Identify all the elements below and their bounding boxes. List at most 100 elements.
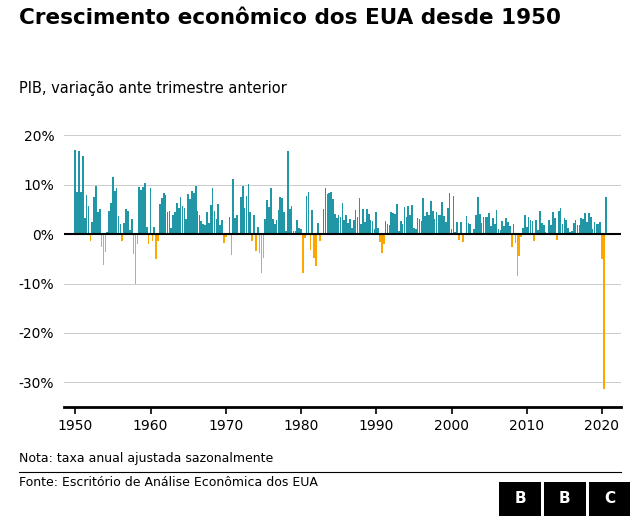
- Bar: [526, 227, 527, 234]
- Bar: [539, 211, 541, 234]
- Bar: [388, 224, 390, 234]
- Bar: [80, 192, 82, 234]
- Bar: [78, 150, 80, 234]
- Bar: [195, 186, 196, 234]
- Bar: [477, 197, 479, 234]
- Bar: [417, 218, 419, 234]
- Bar: [392, 213, 394, 234]
- Bar: [317, 223, 319, 234]
- Bar: [82, 157, 84, 234]
- Bar: [285, 231, 287, 234]
- Bar: [603, 234, 605, 389]
- Bar: [452, 196, 454, 234]
- Bar: [368, 214, 369, 234]
- Bar: [104, 234, 106, 252]
- Bar: [314, 234, 315, 258]
- Bar: [346, 215, 347, 234]
- Bar: [490, 226, 492, 234]
- Bar: [594, 222, 595, 234]
- Bar: [324, 188, 326, 234]
- Bar: [191, 191, 193, 234]
- Bar: [289, 209, 291, 234]
- Bar: [554, 218, 556, 234]
- Bar: [240, 197, 242, 234]
- Bar: [535, 220, 537, 234]
- Bar: [422, 198, 424, 234]
- Bar: [360, 224, 362, 234]
- Bar: [178, 208, 180, 234]
- Bar: [99, 209, 100, 234]
- Bar: [150, 188, 151, 234]
- Bar: [310, 234, 311, 250]
- Bar: [378, 228, 379, 234]
- Bar: [470, 224, 471, 234]
- Bar: [481, 223, 483, 234]
- Bar: [108, 211, 110, 234]
- Bar: [496, 210, 497, 234]
- Bar: [244, 208, 245, 234]
- Bar: [292, 231, 294, 234]
- Bar: [404, 207, 405, 234]
- Bar: [328, 193, 330, 234]
- Bar: [344, 220, 345, 234]
- Bar: [383, 234, 385, 244]
- Text: B: B: [559, 491, 571, 506]
- Bar: [351, 228, 353, 234]
- Bar: [276, 220, 277, 234]
- Bar: [255, 234, 257, 251]
- Bar: [483, 217, 484, 234]
- Text: B: B: [514, 491, 526, 506]
- Bar: [253, 215, 255, 234]
- Bar: [492, 218, 493, 234]
- Bar: [138, 187, 140, 234]
- Bar: [159, 204, 161, 234]
- Bar: [202, 224, 204, 234]
- Bar: [227, 233, 228, 234]
- Bar: [282, 198, 283, 234]
- Bar: [451, 229, 452, 234]
- Bar: [571, 231, 573, 234]
- Bar: [112, 177, 114, 234]
- Bar: [93, 197, 95, 234]
- Bar: [507, 222, 509, 234]
- Bar: [515, 234, 516, 243]
- Bar: [120, 224, 121, 234]
- Bar: [376, 212, 377, 234]
- Bar: [106, 232, 108, 234]
- Bar: [114, 191, 116, 234]
- Bar: [379, 234, 381, 242]
- Bar: [164, 195, 166, 234]
- Bar: [280, 197, 281, 234]
- Bar: [225, 234, 227, 237]
- Bar: [252, 234, 253, 242]
- Bar: [300, 229, 302, 234]
- Bar: [579, 225, 580, 234]
- Bar: [259, 234, 260, 253]
- Bar: [76, 192, 78, 234]
- Bar: [462, 234, 463, 243]
- Bar: [102, 234, 104, 265]
- Bar: [184, 208, 185, 234]
- Bar: [166, 212, 168, 234]
- Bar: [250, 212, 251, 234]
- Bar: [134, 234, 136, 283]
- Bar: [445, 222, 447, 234]
- Bar: [400, 221, 401, 234]
- Bar: [156, 234, 157, 259]
- Bar: [509, 226, 511, 234]
- Bar: [438, 215, 439, 234]
- Bar: [306, 196, 307, 234]
- Bar: [575, 220, 577, 234]
- Bar: [264, 219, 266, 234]
- Bar: [449, 193, 451, 234]
- Bar: [274, 224, 275, 234]
- Bar: [118, 216, 120, 234]
- Bar: [584, 213, 586, 234]
- Bar: [432, 211, 433, 234]
- Bar: [488, 213, 490, 234]
- Bar: [580, 218, 582, 234]
- Bar: [573, 223, 575, 234]
- Bar: [92, 222, 93, 234]
- Bar: [170, 228, 172, 234]
- Bar: [545, 232, 547, 234]
